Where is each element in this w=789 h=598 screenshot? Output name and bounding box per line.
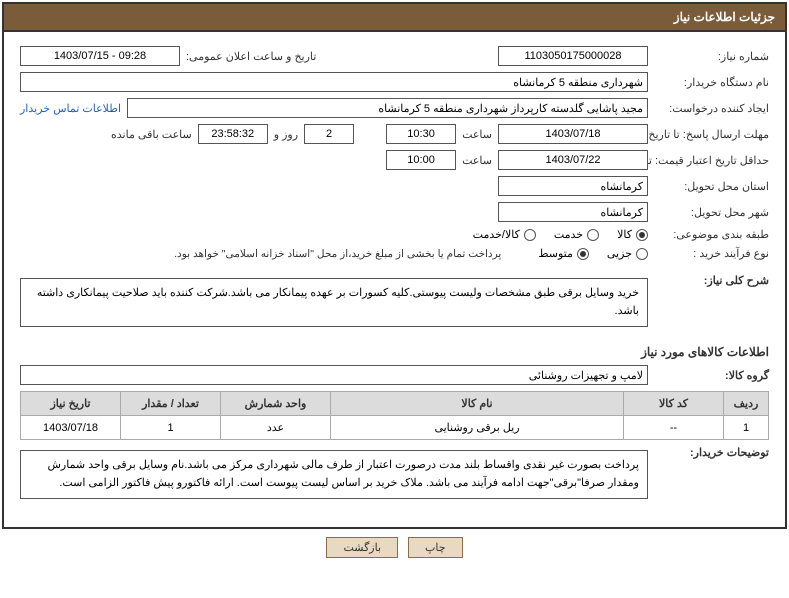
back-button[interactable]: بازگشت [326,537,398,558]
hours-remaining-input[interactable] [198,124,268,144]
radio-goods-service-circle [524,229,536,241]
radio-goods[interactable]: کالا [617,228,648,241]
category-label: طبقه بندی موضوعی: [654,228,769,241]
header-bar: جزئیات اطلاعات نیاز [4,4,785,30]
days-and-label: روز و [274,128,298,141]
th-date: تاریخ نیاز [21,392,121,416]
form-section: شماره نیاز: تاریخ و ساعت اعلان عمومی: نا… [16,40,773,513]
goods-group-input[interactable] [20,365,648,385]
remaining-label: ساعت باقی مانده [111,128,192,141]
announce-date-input[interactable] [20,46,180,66]
radio-medium-circle [577,248,589,260]
td-code: -- [624,416,724,440]
th-qty: تعداد / مقدار [121,392,221,416]
deadline-date-input[interactable] [498,124,648,144]
row-category: طبقه بندی موضوعی: کالا خدمت کالا/خدمت [20,228,769,241]
validity-time-input[interactable] [386,150,456,170]
province-label: استان محل تحویل: [654,180,769,193]
th-code: کد کالا [624,392,724,416]
time-label-2: ساعت [462,154,492,167]
radio-medium-label: متوسط [538,247,573,260]
row-process: نوع فرآیند خرید : جزیی متوسط پرداخت تمام… [20,247,769,260]
radio-goods-circle [636,229,648,241]
goods-table: ردیف کد کالا نام کالا واحد شمارش تعداد /… [20,391,769,440]
radio-service-label: خدمت [554,228,583,241]
content-area: شماره نیاز: تاریخ و ساعت اعلان عمومی: نا… [4,30,785,527]
row-buyer-notes: توضیحات خریدار: پرداخت بصورت غیر نقدی وا… [20,446,769,501]
th-unit: واحد شمارش [221,392,331,416]
need-number-input[interactable] [498,46,648,66]
row-requester: ایجاد کننده درخواست: اطلاعات تماس خریدار [20,98,769,118]
time-label-1: ساعت [462,128,492,141]
contact-link[interactable]: اطلاعات تماس خریدار [20,102,121,115]
buyer-notes-label: توضیحات خریدار: [654,446,769,459]
city-label: شهر محل تحویل: [654,206,769,219]
overview-label: شرح کلی نیاز: [654,274,769,287]
row-need-number: شماره نیاز: تاریخ و ساعت اعلان عمومی: [20,46,769,66]
radio-goods-service[interactable]: کالا/خدمت [473,228,536,241]
buyer-input[interactable] [20,72,648,92]
th-name: نام کالا [331,392,624,416]
table-row: 1 -- ریل برقی روشنایی عدد 1 1403/07/18 [21,416,769,440]
radio-goods-label: کالا [617,228,632,241]
radio-medium[interactable]: متوسط [538,247,589,260]
main-frame: جزئیات اطلاعات نیاز شماره نیاز: تاریخ و … [2,2,787,529]
buyer-label: نام دستگاه خریدار: [654,76,769,89]
radio-service[interactable]: خدمت [554,228,599,241]
need-number-label: شماره نیاز: [654,50,769,63]
goods-group-label: گروه کالا: [654,369,769,382]
overview-box: خرید وسایل برقی طبق مشخصات ولیست پیوستی.… [20,278,648,327]
deadline-label: مهلت ارسال پاسخ: تا تاریخ: [654,128,769,141]
radio-minor-label: جزیی [607,247,632,260]
header-title: جزئیات اطلاعات نیاز [674,10,775,24]
row-province: استان محل تحویل: [20,176,769,196]
row-deadline: مهلت ارسال پاسخ: تا تاریخ: ساعت روز و سا… [20,124,769,144]
requester-input[interactable] [127,98,648,118]
td-name: ریل برقی روشنایی [331,416,624,440]
validity-date-input[interactable] [498,150,648,170]
radio-service-circle [587,229,599,241]
td-unit: عدد [221,416,331,440]
city-input[interactable] [498,202,648,222]
payment-note: پرداخت تمام یا بخشی از مبلغ خرید،از محل … [174,248,501,260]
buyer-notes-box: پرداخت بصورت غیر نقدی واقساط بلند مدت در… [20,450,648,499]
announce-date-label: تاریخ و ساعت اعلان عمومی: [186,50,316,63]
goods-info-title: اطلاعات کالاهای مورد نیاز [20,345,769,359]
radio-minor-circle [636,248,648,260]
radio-minor[interactable]: جزیی [607,247,648,260]
radio-goods-service-label: کالا/خدمت [473,228,520,241]
row-overview: شرح کلی نیاز: خرید وسایل برقی طبق مشخصات… [20,274,769,337]
td-qty: 1 [121,416,221,440]
validity-label: حداقل تاریخ اعتبار قیمت: تا تاریخ: [654,154,769,167]
row-goods-group: گروه کالا: [20,365,769,385]
deadline-time-input[interactable] [386,124,456,144]
buttons-row: چاپ بازگشت [0,537,789,558]
print-button[interactable]: چاپ [408,537,463,558]
process-radio-group: جزیی متوسط [538,247,648,260]
category-radio-group: کالا خدمت کالا/خدمت [473,228,648,241]
row-city: شهر محل تحویل: [20,202,769,222]
th-row: ردیف [724,392,769,416]
row-buyer: نام دستگاه خریدار: [20,72,769,92]
td-date: 1403/07/18 [21,416,121,440]
table-header-row: ردیف کد کالا نام کالا واحد شمارش تعداد /… [21,392,769,416]
process-label: نوع فرآیند خرید : [654,247,769,260]
province-input[interactable] [498,176,648,196]
requester-label: ایجاد کننده درخواست: [654,102,769,115]
row-validity: حداقل تاریخ اعتبار قیمت: تا تاریخ: ساعت [20,150,769,170]
td-row: 1 [724,416,769,440]
days-remaining-input[interactable] [304,124,354,144]
